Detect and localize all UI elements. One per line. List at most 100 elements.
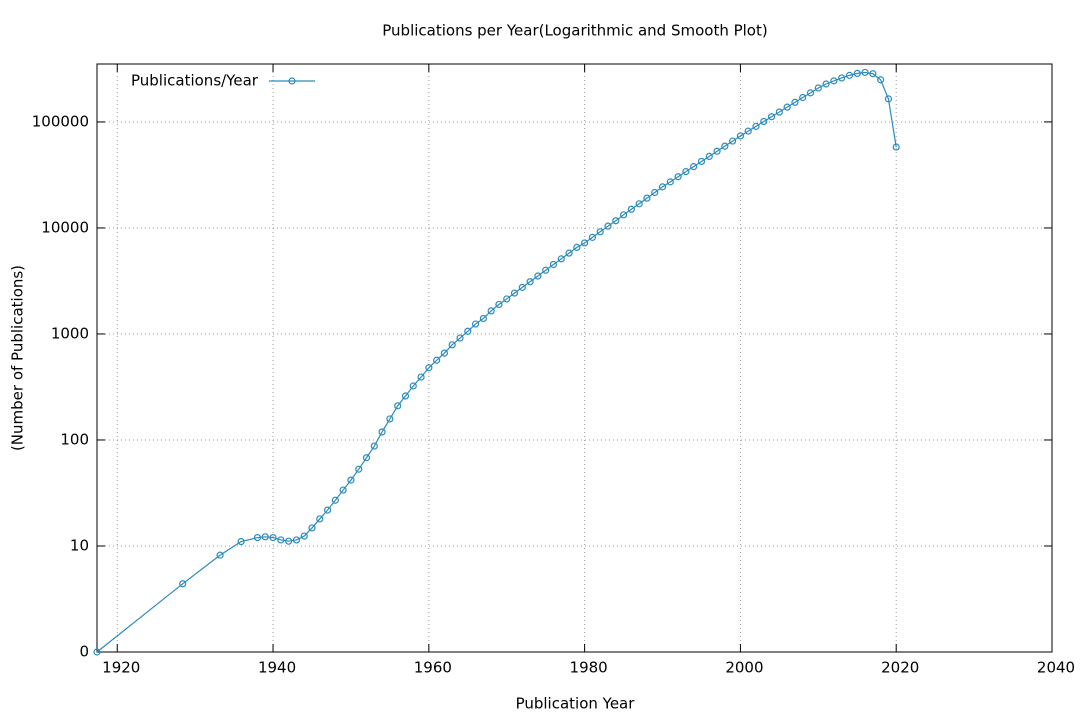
data-point <box>651 188 659 197</box>
data-point <box>853 69 861 77</box>
data-point <box>386 415 394 423</box>
data-point <box>503 295 511 303</box>
data-point <box>355 465 363 473</box>
data-point <box>526 278 534 286</box>
legend-label: Publications/Year <box>131 72 259 90</box>
data-point <box>604 222 612 230</box>
data-point <box>479 314 487 323</box>
data-point <box>682 168 690 176</box>
data-point <box>752 122 760 130</box>
data-point <box>549 260 558 269</box>
data-point <box>331 496 339 504</box>
data-point <box>845 71 854 79</box>
data-point <box>425 364 433 372</box>
data-point <box>799 93 807 102</box>
data-point <box>323 506 332 514</box>
data-point <box>573 243 581 251</box>
data-point <box>285 537 293 545</box>
data-point <box>729 137 737 145</box>
data-point <box>791 98 799 106</box>
data-point <box>767 113 776 121</box>
data-point <box>869 70 877 78</box>
data-point <box>619 211 628 219</box>
data-point <box>292 536 301 544</box>
data-point <box>433 356 441 364</box>
y-tick-label: 0 <box>79 643 89 661</box>
y-tick-label: 10 <box>70 536 89 554</box>
data-point <box>347 476 355 484</box>
data-point <box>892 143 900 151</box>
data-point <box>666 178 674 186</box>
data-point <box>557 255 565 263</box>
data-point <box>705 152 713 161</box>
y-tick-label: 10000 <box>41 218 89 236</box>
data-point <box>861 68 869 77</box>
data-point <box>697 157 706 166</box>
x-axis-label: Publication Year <box>516 695 636 713</box>
data-point <box>401 392 410 400</box>
data-point <box>581 239 589 247</box>
data-point <box>814 84 822 92</box>
data-point <box>409 382 417 390</box>
data-point <box>362 454 371 462</box>
data-point <box>596 228 604 236</box>
data-point <box>721 142 729 150</box>
data-point <box>448 341 456 349</box>
data-point <box>487 307 495 315</box>
data-point <box>542 266 550 274</box>
data-point <box>464 327 472 335</box>
data-point <box>783 103 791 111</box>
x-tick-label: 2000 <box>725 659 763 677</box>
data-point <box>93 648 101 656</box>
data-point <box>775 108 783 116</box>
data-point <box>277 536 285 544</box>
data-point <box>378 428 386 436</box>
data-point <box>822 80 830 88</box>
data-point <box>261 533 269 541</box>
data-point <box>253 533 262 542</box>
data-point <box>179 580 187 588</box>
data-point <box>830 77 838 85</box>
chart-title: Publications per Year(Logarithmic and Sm… <box>382 22 767 40</box>
data-point <box>316 515 324 523</box>
data-point <box>635 200 643 208</box>
data-point <box>744 127 752 135</box>
data-point <box>417 373 425 381</box>
x-tick-label: 1920 <box>102 659 140 677</box>
y-tick-label: 1000 <box>51 324 89 342</box>
x-tick-label: 1960 <box>414 659 452 677</box>
data-point <box>495 300 503 309</box>
data-point <box>838 74 846 82</box>
y-tick-label: 100 <box>60 430 89 448</box>
x-tick-label: 2040 <box>1037 659 1075 677</box>
data-point <box>588 233 597 241</box>
data-point <box>471 320 480 328</box>
data-point <box>440 349 449 357</box>
data-point <box>300 532 308 540</box>
data-point <box>394 402 402 410</box>
data-point <box>237 537 245 546</box>
data-point <box>877 76 885 84</box>
data-point <box>690 163 698 171</box>
data-point <box>269 533 277 542</box>
data-point <box>713 147 721 155</box>
data-point <box>736 132 745 140</box>
data-point <box>806 89 815 97</box>
x-tick-label: 2020 <box>881 659 919 677</box>
data-point <box>216 551 224 559</box>
data-point <box>643 194 651 202</box>
data-point <box>658 183 667 191</box>
plot-border <box>96 63 1053 653</box>
data-point <box>674 173 682 181</box>
data-point <box>884 95 893 103</box>
data-point <box>627 205 635 213</box>
data-point <box>534 272 542 280</box>
x-tick-label: 1940 <box>258 659 296 677</box>
data-point <box>339 486 347 494</box>
data-point <box>308 524 316 532</box>
x-tick-label: 1980 <box>570 659 608 677</box>
data-point <box>510 289 519 297</box>
